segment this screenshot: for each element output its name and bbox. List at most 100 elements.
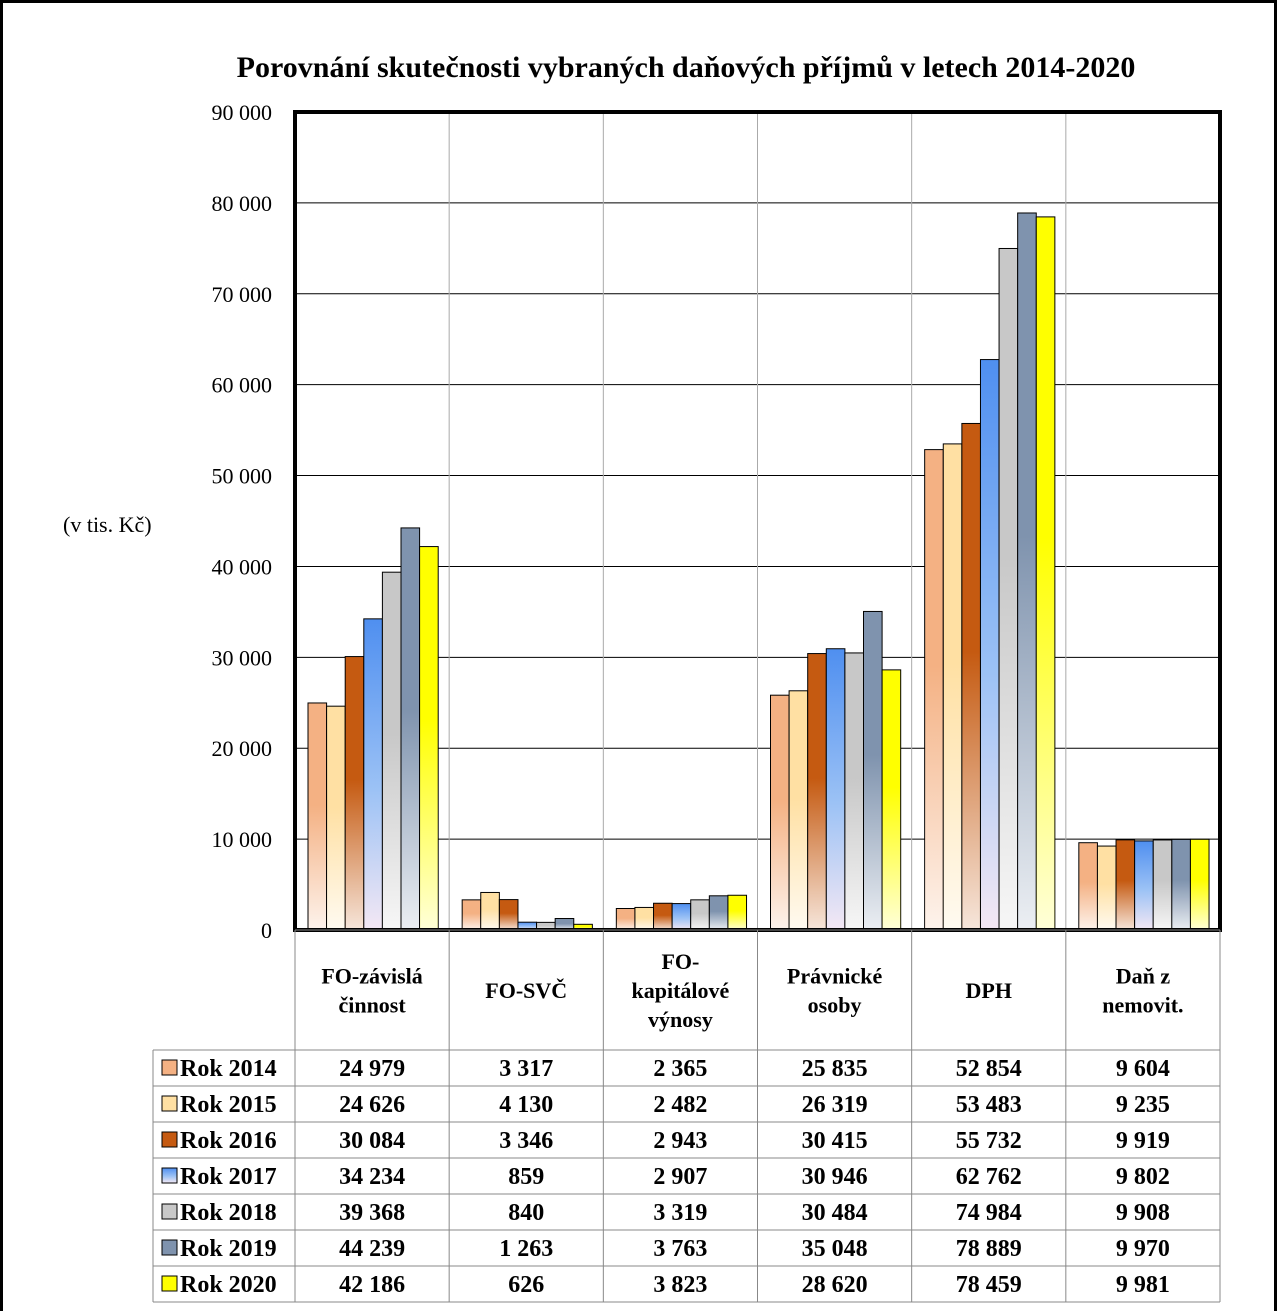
table-cell: 35 048 bbox=[802, 1236, 868, 1262]
category-label: Právnické bbox=[787, 964, 883, 989]
table-cell: 2 482 bbox=[653, 1092, 707, 1118]
bar-rok-2017-2 bbox=[671, 903, 692, 931]
table-cell: 44 239 bbox=[339, 1236, 405, 1262]
table-cell: 9 604 bbox=[1116, 1056, 1170, 1082]
chart-title: Porovnání skutečnosti vybraných daňových… bbox=[237, 51, 1136, 84]
table-cell: 52 854 bbox=[956, 1056, 1022, 1082]
table-cell: 62 762 bbox=[956, 1164, 1022, 1190]
table-cell: 3 319 bbox=[653, 1200, 707, 1226]
legend-swatch bbox=[161, 1203, 178, 1220]
table-cell: 3 346 bbox=[499, 1128, 553, 1154]
table-cell: 25 835 bbox=[802, 1056, 868, 1082]
bar-shade bbox=[709, 911, 728, 930]
table-cell: 626 bbox=[508, 1272, 544, 1298]
y-tick-label: 30 000 bbox=[212, 645, 273, 670]
bar-shade bbox=[499, 913, 518, 930]
table-cell: 1 263 bbox=[499, 1236, 553, 1262]
legend-label: Rok 2019 bbox=[180, 1236, 277, 1262]
bar-shade bbox=[808, 777, 826, 930]
category-label: osoby bbox=[808, 993, 862, 1018]
table-cell: 28 620 bbox=[802, 1272, 868, 1298]
bars bbox=[307, 212, 1210, 931]
legend-swatch bbox=[161, 1275, 178, 1292]
data-table: FO-závislá činnost FO-SVČ FO-kapitálové výno… bbox=[152, 929, 1221, 1303]
table-cell: 78 889 bbox=[956, 1236, 1022, 1262]
bar-shade bbox=[845, 777, 863, 930]
legend-label: Rok 2014 bbox=[180, 1056, 277, 1082]
bar-shade bbox=[771, 800, 789, 930]
table-cell: 24 626 bbox=[339, 1092, 405, 1118]
bar-shade bbox=[882, 786, 901, 930]
bar-shade bbox=[789, 798, 808, 930]
y-tick-label: 10 000 bbox=[212, 827, 273, 852]
bar-rok-2017-4 bbox=[979, 359, 1000, 931]
table-cell: 840 bbox=[508, 1200, 544, 1226]
table-cell: 3 317 bbox=[499, 1056, 553, 1082]
bar-shade bbox=[635, 917, 654, 930]
table-cell: 74 984 bbox=[956, 1200, 1022, 1226]
legend-swatch bbox=[161, 1131, 178, 1148]
y-tick-label: 70 000 bbox=[212, 282, 273, 307]
table-cell: 53 483 bbox=[956, 1092, 1022, 1118]
category-label: Daň z bbox=[1116, 964, 1171, 989]
bar-shade bbox=[481, 909, 499, 930]
category-label: výnosy bbox=[648, 1007, 713, 1032]
category-label: FO-závislá bbox=[321, 964, 422, 989]
legend-label: Rok 2017 bbox=[180, 1164, 277, 1190]
table-cell: 26 319 bbox=[802, 1092, 868, 1118]
y-tick-label: 50 000 bbox=[212, 464, 273, 489]
table-cell: 55 732 bbox=[956, 1128, 1022, 1154]
table-cell: 30 415 bbox=[802, 1128, 868, 1154]
bar-shade bbox=[401, 708, 420, 930]
table-cell: 4 130 bbox=[499, 1092, 553, 1118]
bar-rok-2017-0 bbox=[363, 618, 383, 931]
legend-label: Rok 2020 bbox=[180, 1272, 277, 1298]
category-label: kapitálové bbox=[632, 978, 730, 1003]
bar-rok-2017-5 bbox=[1134, 840, 1154, 931]
bar-shade bbox=[382, 733, 401, 930]
table-cell: 9 235 bbox=[1116, 1092, 1170, 1118]
bar-shade bbox=[420, 719, 438, 930]
legend-swatch bbox=[161, 1167, 178, 1184]
y-tick-label: 80 000 bbox=[212, 191, 273, 216]
bar-shade bbox=[1018, 535, 1036, 930]
table-cell: 2 943 bbox=[653, 1128, 707, 1154]
bar-shade bbox=[462, 913, 481, 930]
category-label: DPH bbox=[966, 978, 1012, 1003]
bar-shade bbox=[925, 665, 943, 930]
table-cell: 42 186 bbox=[339, 1272, 405, 1298]
y-axis-label: (v tis. Kč) bbox=[63, 512, 152, 537]
table-cell: 30 484 bbox=[802, 1200, 868, 1226]
bar-shade bbox=[616, 918, 635, 930]
bar-shade bbox=[728, 910, 747, 930]
bar-shade bbox=[345, 779, 364, 930]
table-cell: 9 908 bbox=[1116, 1200, 1170, 1226]
y-tick-label: 90 000 bbox=[212, 100, 273, 125]
legend-swatch bbox=[161, 1095, 178, 1112]
legend-label: Rok 2016 bbox=[180, 1128, 277, 1154]
bar-shade bbox=[537, 925, 555, 930]
bar-shade bbox=[691, 913, 709, 930]
legend-swatch bbox=[161, 1059, 178, 1076]
bar-shade bbox=[999, 555, 1018, 930]
y-axis-ticks: 0 10 000 20 000 30 000 40 000 50 000 60 000 70 … bbox=[212, 100, 273, 943]
table-cell: 9 981 bbox=[1116, 1272, 1170, 1298]
bar-shade bbox=[1153, 880, 1172, 930]
bar-shade bbox=[1190, 880, 1209, 930]
table-cell: 9 919 bbox=[1116, 1128, 1170, 1154]
table-cell: 3 823 bbox=[653, 1272, 707, 1298]
bar-shade bbox=[1036, 537, 1055, 930]
table-cell: 34 234 bbox=[339, 1164, 405, 1190]
y-tick-label: 40 000 bbox=[212, 554, 273, 579]
bar-shade bbox=[654, 915, 672, 930]
legend-label: Rok 2018 bbox=[180, 1200, 277, 1226]
bar-shade bbox=[327, 806, 345, 930]
table-cell: 9 802 bbox=[1116, 1164, 1170, 1190]
bar-shade bbox=[308, 805, 327, 930]
bar-shade bbox=[943, 662, 962, 930]
category-label: nemovit. bbox=[1102, 993, 1183, 1018]
table-cell: 30 946 bbox=[802, 1164, 868, 1190]
bar-shade bbox=[1172, 880, 1190, 930]
